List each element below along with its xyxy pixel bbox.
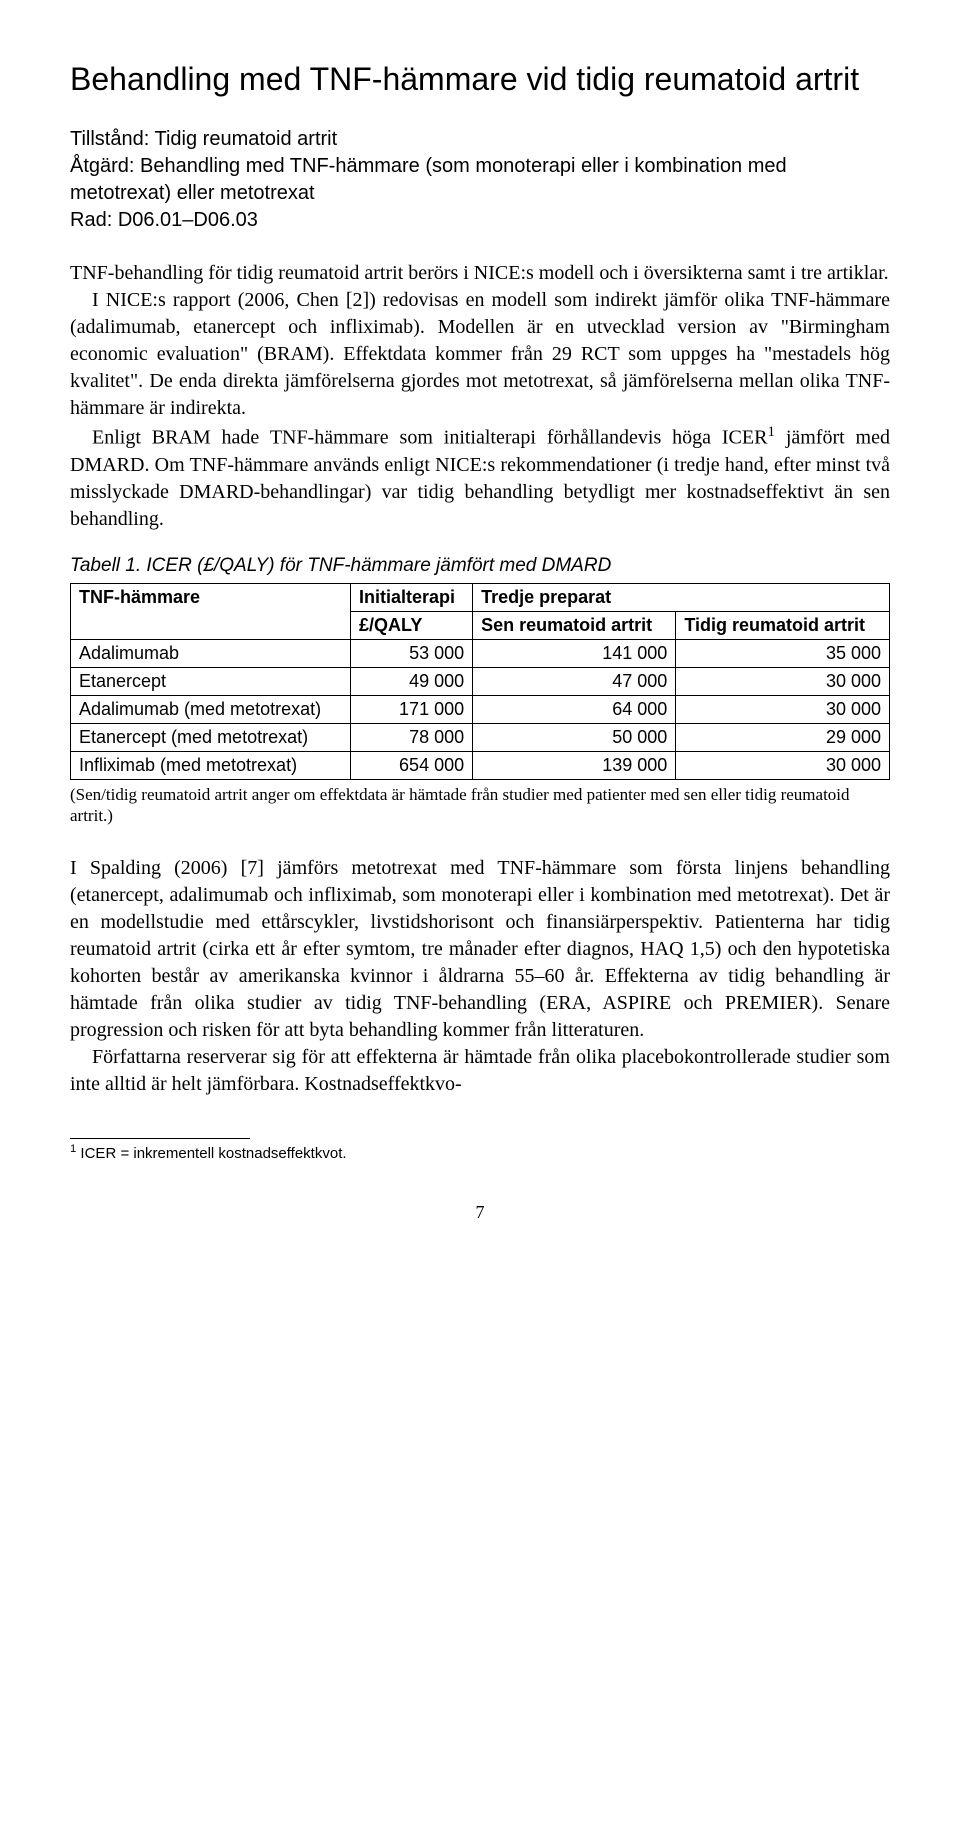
page-number: 7 — [70, 1202, 890, 1223]
paragraph-1: TNF-behandling för tidig reumatoid artri… — [70, 260, 890, 533]
col-sen: Sen reumatoid artrit — [473, 612, 676, 640]
cell-v1: 654 000 — [350, 752, 472, 780]
cell-name: Adalimumab — [71, 640, 351, 668]
table-row: Etanercept (med metotrexat) 78 000 50 00… — [71, 724, 890, 752]
table-row: Infliximab (med metotrexat) 654 000 139 … — [71, 752, 890, 780]
para1-line1: TNF-behandling för tidig reumatoid artri… — [70, 262, 889, 284]
cell-v1: 78 000 — [350, 724, 472, 752]
col-tnf: TNF-hämmare — [71, 584, 351, 640]
para2-b: Författarna reserverar sig för att effek… — [70, 1044, 890, 1098]
cell-v2: 50 000 — [473, 724, 676, 752]
cell-v1: 171 000 — [350, 696, 472, 724]
cell-v3: 30 000 — [676, 752, 890, 780]
tillstand-value: Tidig reumatoid artrit — [155, 128, 338, 150]
rad-label: Rad: — [70, 209, 112, 231]
col-initial-top: Initialterapi — [350, 584, 472, 612]
rad-value: D06.01–D06.03 — [118, 209, 258, 231]
cell-name: Infliximab (med metotrexat) — [71, 752, 351, 780]
cell-v3: 29 000 — [676, 724, 890, 752]
table-caption: Tabell 1. ICER (£/QALY) för TNF-hämmare … — [70, 555, 890, 577]
cell-v1: 49 000 — [350, 668, 472, 696]
page-title: Behandling med TNF-hämmare vid tidig reu… — [70, 60, 890, 98]
cell-v2: 139 000 — [473, 752, 676, 780]
table-row: Etanercept 49 000 47 000 30 000 — [71, 668, 890, 696]
cell-v3: 35 000 — [676, 640, 890, 668]
cell-v2: 141 000 — [473, 640, 676, 668]
table-row: Adalimumab 53 000 141 000 35 000 — [71, 640, 890, 668]
cell-name: Etanercept (med metotrexat) — [71, 724, 351, 752]
paragraph-2: I Spalding (2006) [7] jämförs metotrexat… — [70, 855, 890, 1098]
cell-v3: 30 000 — [676, 696, 890, 724]
cell-name: Adalimumab (med metotrexat) — [71, 696, 351, 724]
table-header-row-1: TNF-hämmare Initialterapi Tredje prepara… — [71, 584, 890, 612]
cell-v3: 30 000 — [676, 668, 890, 696]
atgard-label: Åtgärd: — [70, 155, 134, 177]
cell-v1: 53 000 — [350, 640, 472, 668]
cell-v2: 47 000 — [473, 668, 676, 696]
table-row: Adalimumab (med metotrexat) 171 000 64 0… — [71, 696, 890, 724]
para1-line3: Enligt BRAM hade TNF-hämmare som initial… — [70, 422, 890, 533]
footnote-ref-1: 1 — [767, 424, 775, 440]
footnote: 1 ICER = inkrementell kostnadseffektkvot… — [70, 1143, 890, 1162]
para2-a: I Spalding (2006) [7] jämförs metotrexat… — [70, 857, 890, 1041]
para1c-head: Enligt BRAM hade TNF-hämmare som initial… — [92, 427, 767, 449]
footnote-text: ICER = inkrementell kostnadseffektkvot. — [76, 1145, 346, 1162]
cell-v2: 64 000 — [473, 696, 676, 724]
para1-line2: I NICE:s rapport (2006, Chen [2]) redovi… — [70, 287, 890, 422]
col-tredje-top: Tredje preparat — [473, 584, 890, 612]
meta-block: Tillstånd: Tidig reumatoid artrit Åtgärd… — [70, 126, 890, 234]
tillstand-label: Tillstånd: — [70, 128, 149, 150]
cell-name: Etanercept — [71, 668, 351, 696]
col-initial-sub: £/QALY — [350, 612, 472, 640]
table-note: (Sen/tidig reumatoid artrit anger om eff… — [70, 784, 890, 827]
atgard-value: Behandling med TNF-hämmare (som monotera… — [70, 155, 787, 204]
footnote-divider — [70, 1138, 250, 1139]
col-tidig: Tidig reumatoid artrit — [676, 612, 890, 640]
icer-table: TNF-hämmare Initialterapi Tredje prepara… — [70, 583, 890, 780]
